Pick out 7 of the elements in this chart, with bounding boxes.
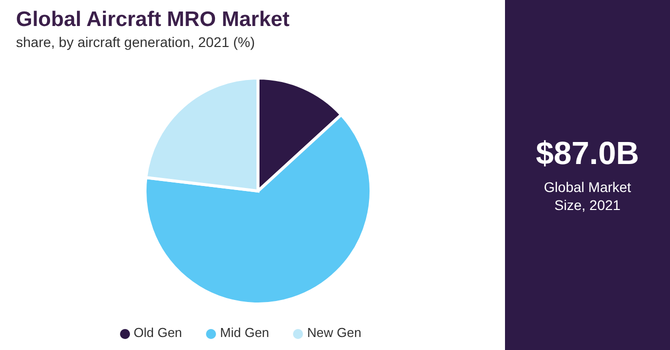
legend-label: Old Gen — [134, 325, 182, 340]
chart-title: Global Aircraft MRO Market — [16, 8, 290, 32]
legend-label: New Gen — [307, 325, 362, 340]
text: $87.0B — [534, 135, 640, 172]
text: Global Market Size, 2021 — [542, 178, 632, 214]
chart-subtitle: share, by aircraft generation, 2021 (%) — [16, 34, 255, 50]
legend-label: Mid Gen — [220, 325, 270, 340]
